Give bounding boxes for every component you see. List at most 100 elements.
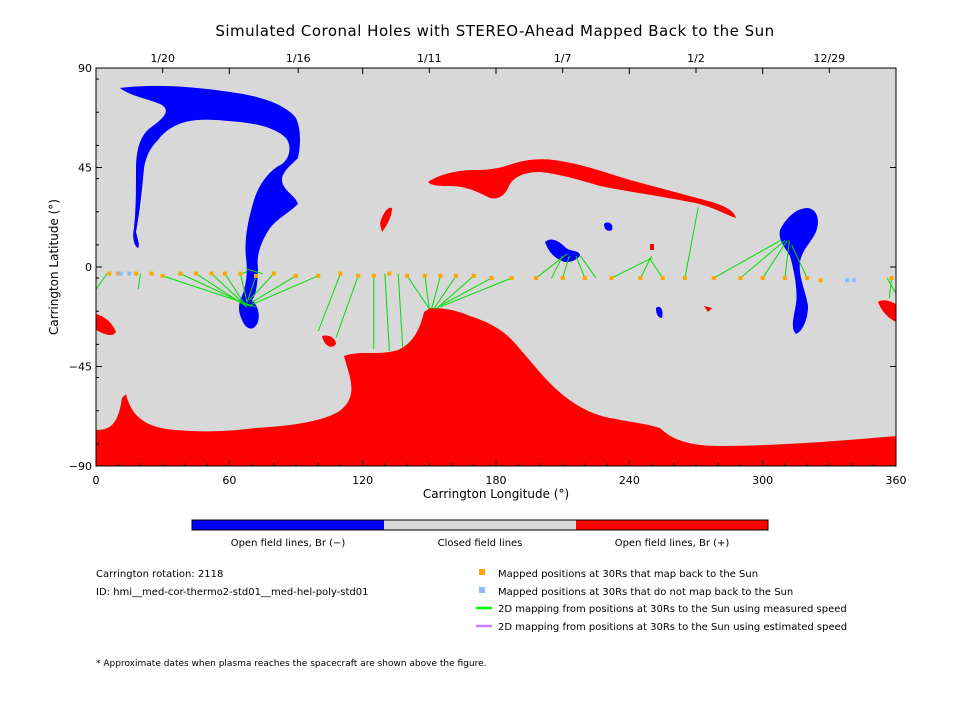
mapped-position-marker xyxy=(194,271,198,276)
chart-title: Simulated Coronal Holes with STEREO-Ahea… xyxy=(215,22,774,40)
mapped-position-marker xyxy=(660,276,665,281)
mapping-line xyxy=(384,273,390,352)
mapped-position-marker xyxy=(582,276,587,281)
x-tick-label: 300 xyxy=(752,474,773,487)
x-tick-label: 60 xyxy=(222,474,236,487)
mapped-position-marker xyxy=(238,271,243,276)
mapped-position-marker xyxy=(294,273,298,278)
mapped-position-marker xyxy=(438,273,443,278)
negative-hole-right xyxy=(779,208,818,334)
mapped-position-marker xyxy=(534,276,538,281)
mapping-line xyxy=(224,273,246,305)
mapped-position-marker xyxy=(160,273,165,278)
mapped-position-marker xyxy=(222,271,227,276)
mapped-position-marker xyxy=(149,271,154,276)
mapping-line xyxy=(762,240,788,279)
mapping-line xyxy=(713,240,781,279)
mapping-line xyxy=(424,275,430,310)
mapped-position-marker xyxy=(116,271,121,276)
mapping-line xyxy=(440,277,512,308)
legend: Mapped positions at 30Rs that map back t… xyxy=(476,569,847,633)
mapped-positions xyxy=(107,271,894,283)
mapped-position-marker xyxy=(682,276,687,281)
south-polar-positive-hole xyxy=(96,308,896,466)
mapping-line xyxy=(406,275,430,310)
mapping-line xyxy=(433,275,457,310)
mapped-position-marker xyxy=(209,271,214,276)
mapped-position-marker xyxy=(107,271,112,276)
mapping-line xyxy=(195,273,248,308)
mapping-line xyxy=(242,270,248,275)
mapping-line xyxy=(239,273,248,303)
legend-label-estimated: 2D mapping from positions at 30Rs to the… xyxy=(498,622,847,633)
x-tick-label: 180 xyxy=(486,474,507,487)
legend-label-no-map: Mapped positions at 30Rs that do not map… xyxy=(498,587,793,598)
mapped-position-marker xyxy=(509,276,514,281)
mapped-position-marker xyxy=(454,273,458,278)
mapping-line xyxy=(551,255,564,279)
x-tick-label: 120 xyxy=(352,474,373,487)
positive-hole-small-3 xyxy=(650,244,654,250)
colorbar: Open field lines, Br (−) Closed field li… xyxy=(191,519,769,549)
mapping-line xyxy=(888,278,893,299)
mapped-position-marker xyxy=(760,276,765,281)
mapping-line xyxy=(96,273,108,290)
negative-hole-small-2 xyxy=(656,306,663,318)
mapped-position-marker xyxy=(782,276,787,281)
mapping-line xyxy=(317,273,341,332)
mapping-line xyxy=(397,273,404,347)
colorbar-label-positive: Open field lines, Br (+) xyxy=(615,538,730,549)
date-tick-label: 1/7 xyxy=(554,52,572,65)
mapping-line xyxy=(246,268,263,275)
colorbar-closed xyxy=(384,520,576,530)
mapped-position-marker xyxy=(316,273,321,278)
x-tick-label: 360 xyxy=(886,474,907,487)
date-tick-label: 1/16 xyxy=(286,52,311,65)
mapping-line xyxy=(684,207,699,279)
north-positive-band xyxy=(428,159,736,218)
y-tick-label: −45 xyxy=(69,361,92,374)
mapped-position-marker xyxy=(371,273,376,278)
y-tick-label: −90 xyxy=(69,460,92,473)
carrington-rotation: Carrington rotation: 2118 xyxy=(96,569,223,580)
x-tick-label: 240 xyxy=(619,474,640,487)
date-axis-top: 1/20 1/16 1/11 1/7 1/2 12/29 xyxy=(150,52,845,73)
positive-hole-small-1 xyxy=(322,335,336,347)
y-tick-label: 90 xyxy=(78,62,92,75)
x-axis: 0 60 120 180 240 300 360 xyxy=(93,68,907,487)
mapping-line xyxy=(180,273,252,308)
mapping-line xyxy=(791,244,808,279)
legend-marker-map-back xyxy=(479,569,485,575)
mapped-position-marker xyxy=(711,276,716,281)
unmapped-position-marker xyxy=(118,271,123,276)
mapped-position-marker xyxy=(889,276,894,281)
colorbar-frame xyxy=(191,519,769,531)
mapped-position-marker xyxy=(638,276,643,281)
x-tick-label: 0 xyxy=(93,474,100,487)
unmapped-position-marker xyxy=(851,278,856,283)
mapped-position-marker xyxy=(405,273,410,278)
mapped-position-marker xyxy=(356,273,361,278)
mapping-line xyxy=(251,275,319,306)
mapped-position-marker xyxy=(271,271,276,276)
mapping-line xyxy=(251,275,297,303)
legend-label-measured: 2D mapping from positions at 30Rs to the… xyxy=(498,604,847,615)
mapped-position-marker xyxy=(805,276,810,281)
date-tick-label: 1/20 xyxy=(150,52,175,65)
mapping-line xyxy=(784,240,790,279)
legend-label-map-back: Mapped positions at 30Rs that map back t… xyxy=(498,569,758,580)
mapping-line xyxy=(740,240,786,279)
north-negative-hole xyxy=(120,85,300,329)
mapping-line xyxy=(611,257,652,279)
mapped-position-marker xyxy=(471,273,476,278)
date-tick-label: 1/11 xyxy=(417,52,442,65)
mapping-line xyxy=(639,255,653,279)
mapped-position-marker xyxy=(254,273,258,278)
mapped-position-marker xyxy=(738,276,743,281)
legend-marker-no-map xyxy=(479,587,485,593)
date-tick-label: 12/29 xyxy=(813,52,845,65)
unmapped-position-marker xyxy=(127,271,132,276)
mapped-position-marker xyxy=(338,271,343,276)
mapped-position-marker xyxy=(422,273,427,278)
